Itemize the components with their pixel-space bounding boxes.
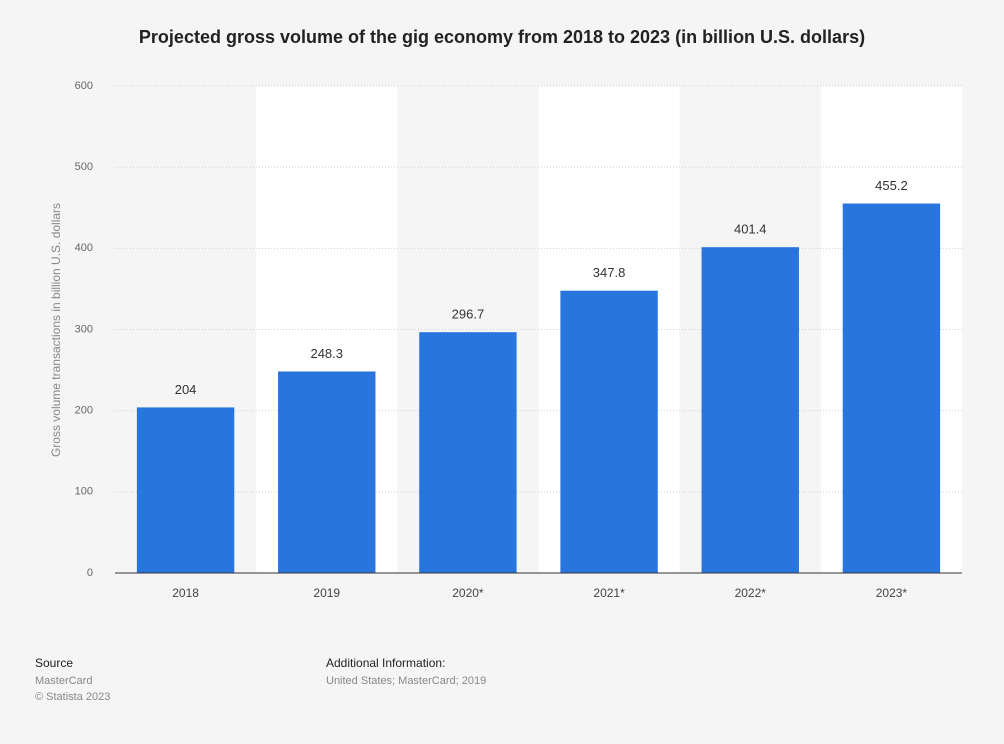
chart-title: Projected gross volume of the gig econom… <box>139 27 865 47</box>
x-tick-label: 2021* <box>593 586 625 600</box>
bar <box>842 203 941 573</box>
value-label: 248.3 <box>310 346 343 361</box>
x-tick-label: 2018 <box>172 586 199 600</box>
bar <box>136 407 235 573</box>
source: MasterCard <box>35 675 92 687</box>
value-label: 455.2 <box>875 178 908 193</box>
y-axis-label: Gross volume transactions in billion U.S… <box>49 203 63 457</box>
y-tick-label: 600 <box>75 80 93 92</box>
y-tick-label: 400 <box>75 242 93 254</box>
info: United States; MasterCard; 2019 <box>326 675 486 687</box>
bar <box>701 247 799 573</box>
y-tick-label: 200 <box>75 405 93 417</box>
bar <box>278 371 376 573</box>
y-tick-label: 300 <box>75 323 93 335</box>
bar <box>419 332 517 573</box>
y-tick-label: 0 <box>87 567 93 579</box>
x-tick-label: 2020* <box>452 586 484 600</box>
x-tick-label: 2022* <box>735 586 767 600</box>
value-label: 296.7 <box>452 307 485 322</box>
source-heading: Source <box>35 656 73 670</box>
value-label: 347.8 <box>593 265 626 280</box>
info-heading: Additional Information: <box>326 656 445 670</box>
plot-area: 0 100 200 300 400 500 600 2018 204 2019 248.3 2020*… <box>75 80 962 600</box>
copyright: © Statista 2023 <box>35 691 110 703</box>
bar <box>560 290 658 573</box>
value-label: 204 <box>175 382 197 397</box>
x-tick-label: 2019 <box>313 586 340 600</box>
y-tick-label: 100 <box>75 486 93 498</box>
value-label: 401.4 <box>734 222 767 237</box>
y-tick-label: 500 <box>75 161 93 173</box>
x-tick-label: 2023* <box>876 586 908 600</box>
